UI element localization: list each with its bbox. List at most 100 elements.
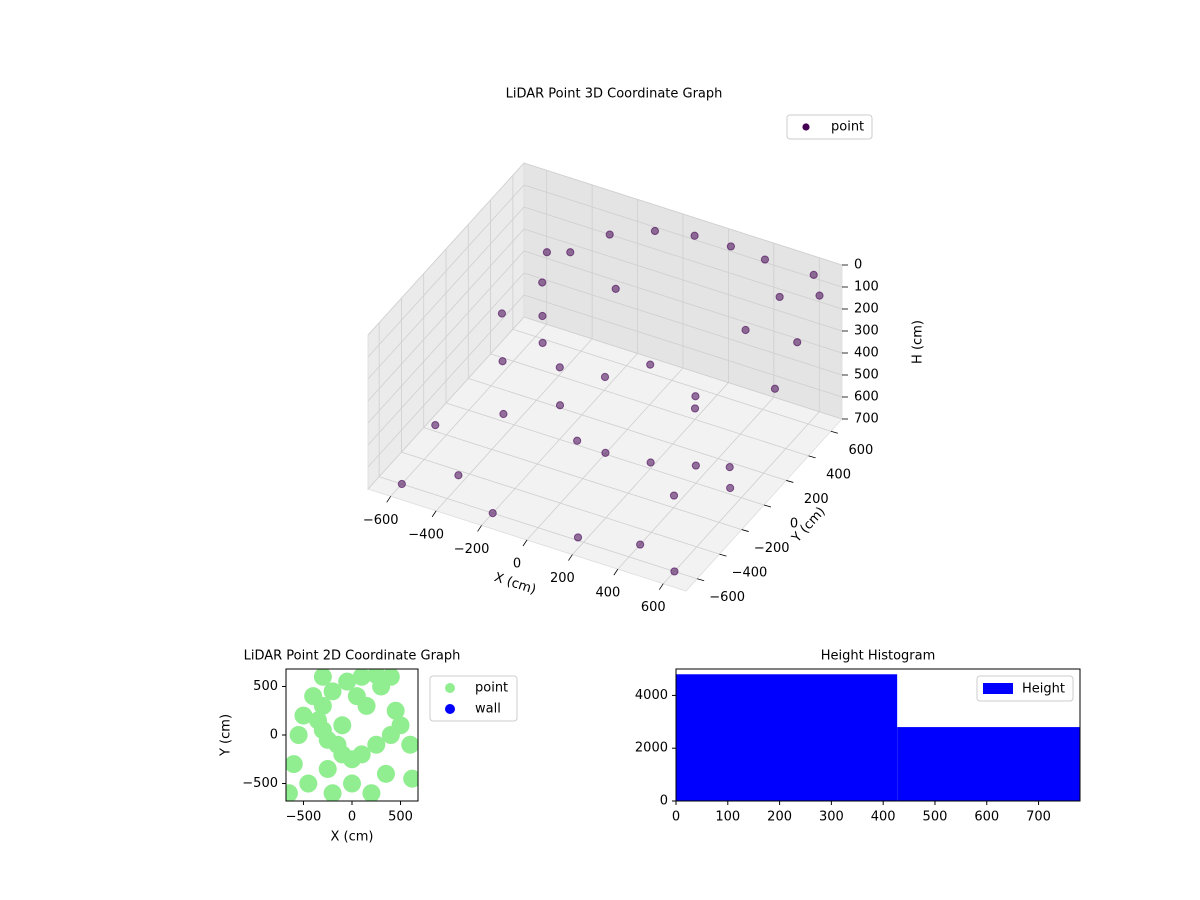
x-tick-label: 400 [595,586,620,601]
grid-line [379,476,698,580]
point [770,384,780,393]
legend-marker [802,123,810,131]
grid-line [523,184,843,288]
legend-box [976,675,1074,702]
point [741,325,750,335]
point [573,436,582,445]
tick-mark [830,430,838,434]
y-tick-label: −200 [754,541,790,556]
bar [676,674,898,801]
point [362,784,381,801]
point [318,759,337,778]
grid-line [523,162,843,266]
x-tick-label: 400 [871,810,896,825]
grid-line [423,427,742,530]
point [690,404,700,413]
x-axis-label: X (cm) [492,570,538,598]
point [347,687,366,706]
grid-line [512,328,831,432]
point [376,764,395,783]
grid-line [367,250,525,424]
point [815,291,824,300]
grid-line [367,206,525,380]
point [343,774,361,793]
x-axis-label: X (cm) [331,830,374,845]
point [488,509,497,518]
tick-mark [741,529,749,532]
point [566,248,575,257]
z-axis-label: H (cm) [911,320,926,364]
y-tick-label: 200 [804,492,829,507]
point [555,401,565,410]
point [289,726,308,744]
tick-mark [568,554,573,561]
grid-line [523,228,843,332]
y-tick-label: −400 [732,566,768,581]
point [538,338,547,348]
point [431,421,440,430]
point [725,463,734,472]
legend-label: point [831,120,864,135]
point [650,226,660,236]
tick-mark [763,504,772,508]
tick-mark [786,480,794,483]
z-tick-label: 100 [854,280,879,295]
x-tick-label: 0 [513,557,521,572]
point [691,461,700,470]
grid-line [523,316,843,420]
tick-mark [658,583,664,590]
point [304,687,323,706]
y-tick-label: 0 [790,517,798,532]
point [497,309,507,318]
point [313,669,332,686]
tick-mark [431,510,437,518]
point [760,255,770,264]
x-tick-label: −200 [454,542,490,557]
tick-mark [697,578,705,582]
point [338,672,357,691]
point [391,716,410,735]
point [646,458,655,467]
point [499,409,508,419]
grid-line [367,316,525,490]
tick-mark [719,553,727,557]
chart-title: Height Histogram [821,649,936,664]
point [670,567,679,576]
x-tick-label: −600 [363,513,399,528]
legend-label: wall [475,702,501,717]
point [555,363,564,372]
grid-line [523,206,843,310]
y-tick-label: 2000 [635,741,668,756]
grid-line [523,250,843,354]
tick-mark [613,568,619,576]
grid-line [367,228,525,402]
tick-mark [522,539,528,547]
point [299,774,318,793]
x-tick-label: 100 [715,810,740,825]
grid-line [367,184,525,358]
grid-line [367,162,525,336]
point [352,745,371,764]
point [323,784,342,801]
z-tick-label: 300 [854,324,879,339]
point [538,278,547,287]
point [294,706,313,725]
z-tick-label: 200 [854,302,879,317]
z-tick-label: 500 [854,368,879,383]
y-tick-label: 500 [253,679,278,694]
chart-title: LiDAR Point 3D Coordinate Graph [506,87,723,102]
x-tick-label: 500 [388,810,413,825]
x-tick-label: 0 [348,810,356,825]
grid-line [523,272,843,376]
legend-swatch [983,683,1013,694]
legend-label: point [475,681,508,696]
z-tick-label: 0 [854,258,862,273]
point [454,471,463,480]
z-tick-label: 600 [854,390,879,405]
x-tick-label: 500 [923,810,948,825]
point [669,491,679,500]
legend-marker [445,683,455,693]
x-tick-label: 200 [550,571,575,586]
point [690,231,699,240]
x-tick-label: −500 [286,810,322,825]
